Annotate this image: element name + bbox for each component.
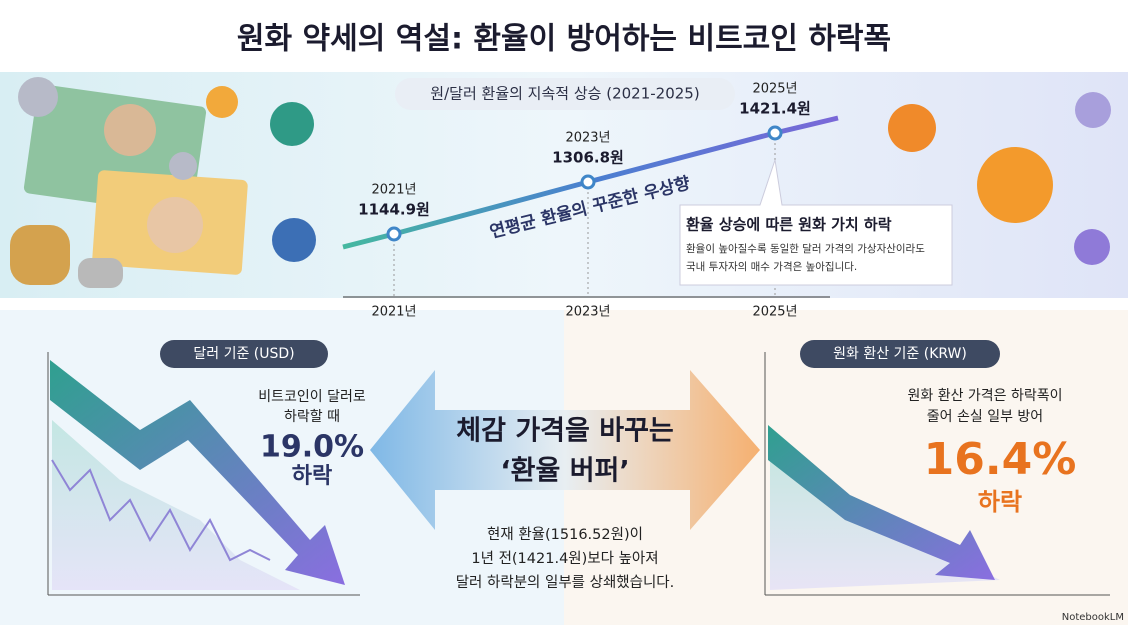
badge-text: 원화 환산 기준 (KRW) [833,346,967,362]
bars-area [52,420,300,590]
usd-text: 비트코인이 달러로 [258,389,366,405]
callout-box [679,159,953,286]
price-line [51,459,271,562]
down-arrow [50,360,345,585]
point [580,174,596,190]
point [767,125,783,141]
krw-text: 줄어 손실 일부 방어 [927,409,1043,425]
callout-text: 국내 투자자의 매수 가격은 높아집니다. [686,260,857,273]
center-title: 체감 가격을 바꾸는 [456,416,674,447]
center-text: 달러 하락분의 일부를 상쇄했습니다. [456,574,675,591]
krw-text: 원화 환산 가격은 하락폭이 [907,388,1062,404]
center-text: 현재 환율(1516.52원)이 [487,526,643,543]
krw-unit: 하락 [978,488,1022,516]
point-year: 2021년 [371,183,416,198]
point-year: 2023년 [565,131,610,146]
badge [800,340,1000,368]
x-label: 2021년 [371,305,416,320]
badge-text: 달러 기준 (USD) [193,346,294,362]
point [386,226,402,242]
point-year: 2025년 [752,82,797,97]
callout-title: 환율 상승에 따른 원화 가치 하락 [686,216,892,234]
point-value: 1306.8원 [552,149,624,167]
chart-title: 원/달러 환율의 지속적 상승 (2021-2025) [430,85,699,103]
center-text: 1년 전(1421.4원)보다 높아져 [471,550,658,567]
double-arrow [370,370,760,530]
point-value: 1421.4원 [739,100,811,118]
center-title: ‘환율 버퍼’ [500,456,629,487]
x-label: 2023년 [565,305,610,320]
usd-unit: 하락 [292,464,332,489]
footer: NotebookLM [1062,612,1124,623]
badge [160,340,328,368]
x-label: 2025년 [752,305,797,320]
bitcoins [888,92,1111,265]
chart-title-pill [395,78,735,110]
banknotes [10,77,316,288]
usd-text: 하락할 때 [284,409,340,425]
usd-percent: 19.0% [260,430,364,465]
callout-text: 환율이 높아질수록 동일한 달러 가격의 가상자산이라도 [686,242,925,255]
krw-percent: 16.4% [924,434,1077,485]
down-arrow [768,425,995,580]
title: 원화 약세의 역설: 환율이 방어하는 비트코인 하락폭 [237,22,891,57]
point-value: 1144.9원 [358,201,430,219]
